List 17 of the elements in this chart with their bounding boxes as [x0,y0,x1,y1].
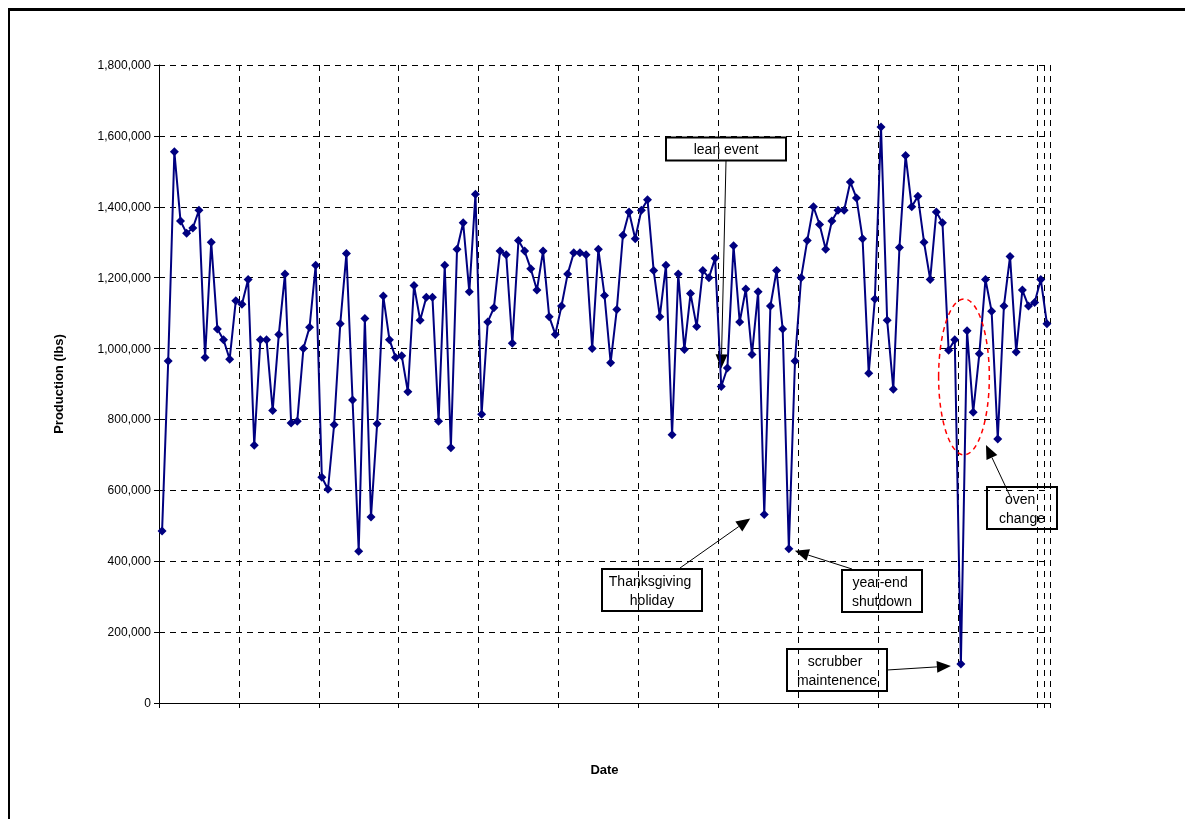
y-tick-label: 800,000 [107,412,152,427]
annotation: oven change [999,490,1046,526]
y-tick-label: 400,000 [107,554,152,569]
y-tick-label: 1,400,000 [97,199,152,214]
annotation: scrubber maintenence [796,652,878,688]
y-tick-label: 200,000 [107,625,152,640]
x-axis-title: Date [590,762,619,777]
y-tick-label: 1,000,000 [97,341,152,356]
y-tick-label: 1,600,000 [97,128,152,143]
y-tick-label: 1,800,000 [97,58,152,72]
annotation: Thanksgiving holiday [608,572,696,608]
y-tick-label: 600,000 [107,483,152,498]
annotation: year-end shutdown [852,573,912,609]
annotation: lean event [693,141,759,157]
y-tick-label: 1,200,000 [97,270,152,285]
y-tick-label: 0 [144,696,152,710]
y-axis-title: Production (lbs) [51,334,66,434]
